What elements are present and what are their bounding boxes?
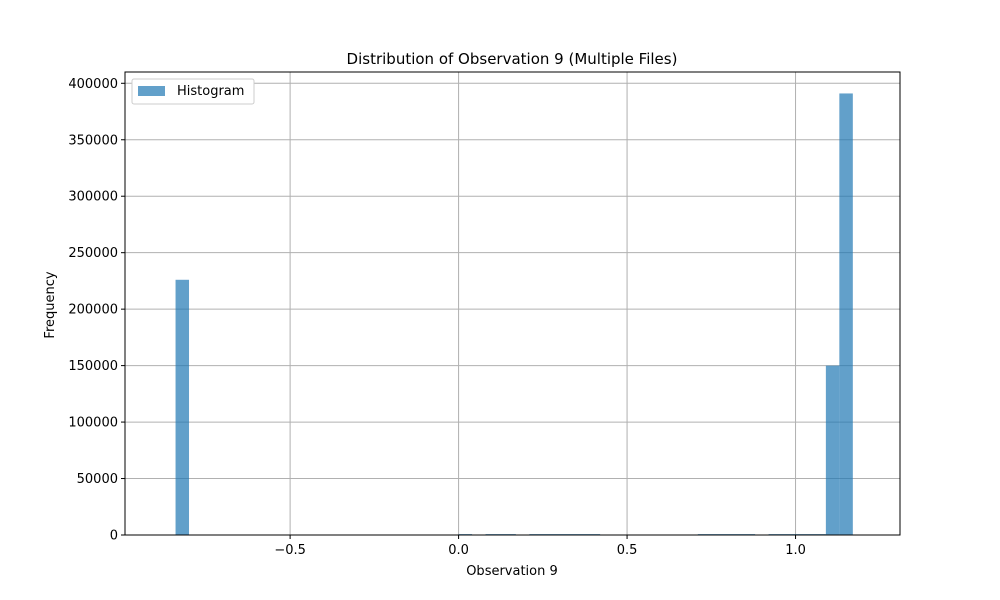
legend-label: Histogram: [177, 84, 244, 99]
x-axis-label: Observation 9: [466, 564, 558, 579]
y-tick-label: 100000: [68, 416, 118, 431]
legend: Histogram: [131, 78, 255, 105]
chart-title: Distribution of Observation 9 (Multiple …: [347, 50, 678, 68]
y-tick-label: 0: [110, 529, 118, 544]
histogram-bar: [175, 279, 190, 535]
x-axis-ticks: −0.5 0.0 0.5 1.0: [274, 535, 806, 558]
histogram-bar: [825, 365, 840, 535]
y-axis-label: Frequency: [43, 271, 58, 338]
legend-box: [131, 78, 255, 105]
y-tick-label: 200000: [68, 303, 118, 318]
x-tick-label: −0.5: [274, 543, 306, 558]
x-tick-label: 1.0: [785, 543, 806, 558]
grid-lines: [125, 72, 900, 536]
y-tick-label: 400000: [68, 77, 118, 92]
y-axis-ticks: 0 50000 100000 150000 200000 250000 300000 3500…: [68, 77, 125, 544]
plot-frame: [124, 71, 901, 536]
y-tick-label: 50000: [77, 472, 118, 487]
histogram-bar: [839, 93, 853, 535]
legend-swatch: [138, 86, 165, 96]
x-tick-label: 0.0: [448, 543, 469, 558]
y-tick-label: 150000: [68, 359, 118, 374]
y-tick-label: 350000: [68, 133, 118, 148]
y-tick-label: 250000: [68, 246, 118, 261]
x-tick-label: 0.5: [617, 543, 638, 558]
y-tick-label: 300000: [68, 190, 118, 205]
histogram-bars: [175, 93, 853, 535]
